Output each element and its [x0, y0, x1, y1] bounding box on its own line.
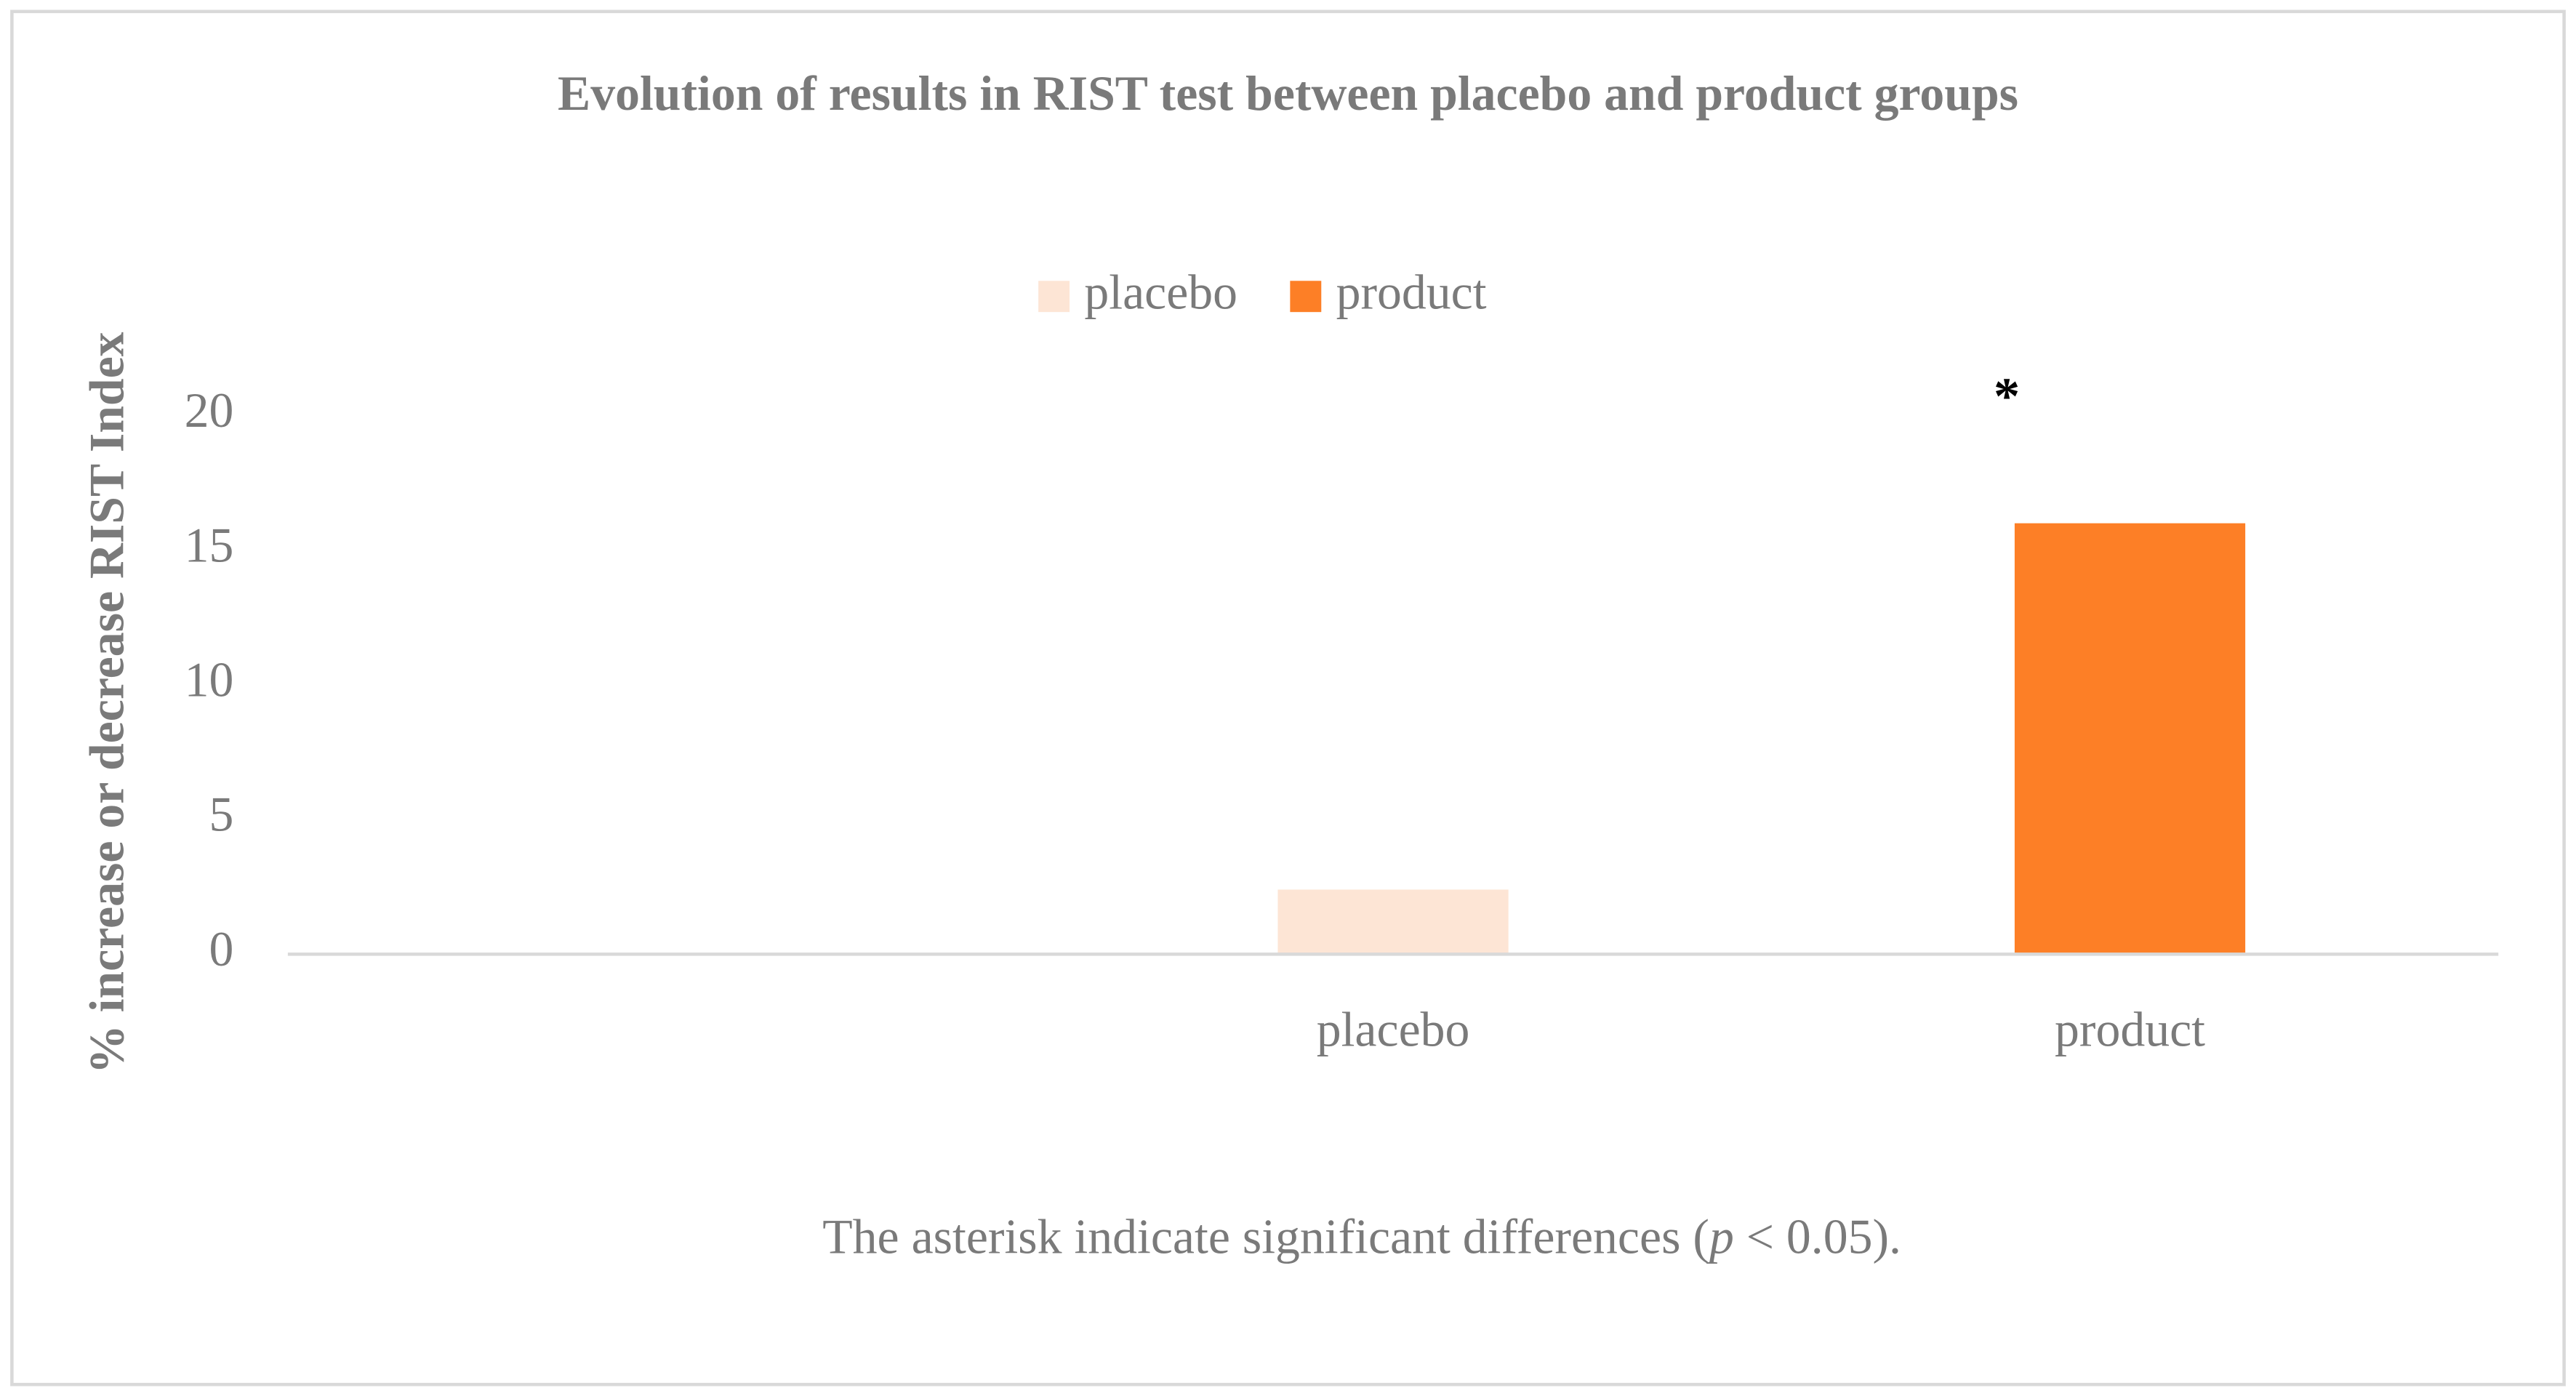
annotation: * — [1994, 367, 2020, 425]
y-tick-label: 0 — [209, 922, 233, 976]
footnote: The asterisk indicate significant differ… — [822, 1209, 1901, 1264]
y-tick-label: 15 — [185, 518, 234, 572]
legend-label: product — [1336, 265, 1487, 319]
footnote-text: p — [1706, 1209, 1734, 1264]
legend-swatch — [1290, 281, 1322, 313]
y-tick-label: 10 — [185, 652, 234, 707]
legend-swatch — [1038, 281, 1070, 313]
x-tick-label: product — [2055, 1003, 2205, 1057]
y-axis-label: % increase or decrease RIST Index — [80, 332, 135, 1074]
bar — [2014, 523, 2246, 955]
y-tick-label: 5 — [209, 787, 233, 842]
y-tick-label: 20 — [185, 383, 234, 438]
footnote-text: < 0.05). — [1734, 1209, 1901, 1264]
footnote-text: The asterisk indicate significant differ… — [822, 1209, 1709, 1264]
legend-label: placebo — [1084, 265, 1237, 319]
chart-title: Evolution of results in RIST test betwee… — [558, 66, 2018, 121]
x-tick-label: placebo — [1317, 1003, 1470, 1057]
bar — [1277, 889, 1509, 955]
